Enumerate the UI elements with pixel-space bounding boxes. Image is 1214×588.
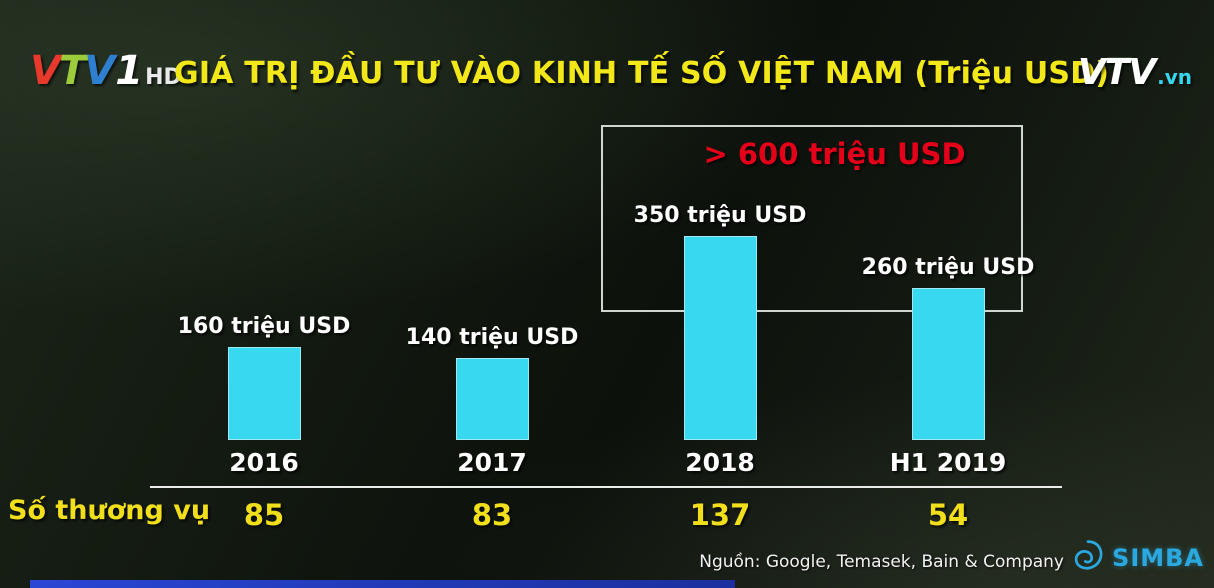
bar-column: 140 triệu USD 2017 (378, 150, 606, 480)
deals-values-row: 85 83 137 54 (150, 498, 1062, 532)
bar-value-label: 350 triệu USD (633, 203, 807, 228)
bar (683, 236, 757, 440)
bar-value-label: 260 triệu USD (861, 255, 1035, 280)
simba-swirl-icon (1070, 538, 1106, 578)
source-credit: Nguồn: Google, Temasek, Bain & Company (699, 552, 1064, 572)
logo-hd-badge: HD (145, 65, 182, 90)
vtv-vn-text: VTV (1077, 52, 1156, 93)
category-label: 2018 (685, 448, 755, 477)
bar-column: 350 triệu USD 2018 (606, 150, 834, 480)
vtv1-hd-logo: V T V 1 HD (30, 48, 182, 94)
logo-letter-v1: V (30, 48, 61, 94)
category-label: 2017 (457, 448, 527, 477)
axis-line (150, 486, 1062, 488)
category-label: 2016 (229, 448, 299, 477)
bar (455, 358, 529, 440)
simba-watermark: SIMBA (1070, 538, 1204, 578)
vtv-vn-logo: VTV .vn (1078, 52, 1192, 93)
bar-chart: 160 triệu USD 2016 140 triệu USD 2017 350 tr… (150, 150, 1062, 480)
deals-count: 54 (927, 498, 969, 532)
vtv-vn-suffix: .vn (1157, 65, 1192, 89)
bar (227, 347, 301, 440)
deals-count: 137 (689, 498, 751, 532)
bar (911, 288, 985, 440)
highlight-box: > 600 triệu USD (601, 125, 1023, 312)
chart-title: GIÁ TRỊ ĐẦU TƯ VÀO KINH TẾ SỐ VIỆT NAM (… (174, 56, 1110, 91)
logo-letter-t: T (58, 48, 86, 94)
bottom-strip (30, 580, 735, 588)
bar-column: 160 triệu USD 2016 (150, 150, 378, 480)
annotation-label: > 600 triệu USD (703, 137, 966, 171)
bar-column: 260 triệu USD H1 2019 (834, 150, 1062, 480)
deals-count: 83 (471, 498, 513, 532)
category-label: H1 2019 (889, 448, 1007, 477)
deals-row-label: Số thương vụ (8, 495, 211, 526)
logo-letter-v2: V (84, 48, 115, 94)
simba-watermark-text: SIMBA (1112, 544, 1204, 572)
deals-count: 85 (243, 498, 285, 532)
bar-value-label: 140 triệu USD (405, 325, 579, 350)
bar-value-label: 160 triệu USD (177, 314, 351, 339)
logo-channel-number: 1 (115, 48, 143, 94)
